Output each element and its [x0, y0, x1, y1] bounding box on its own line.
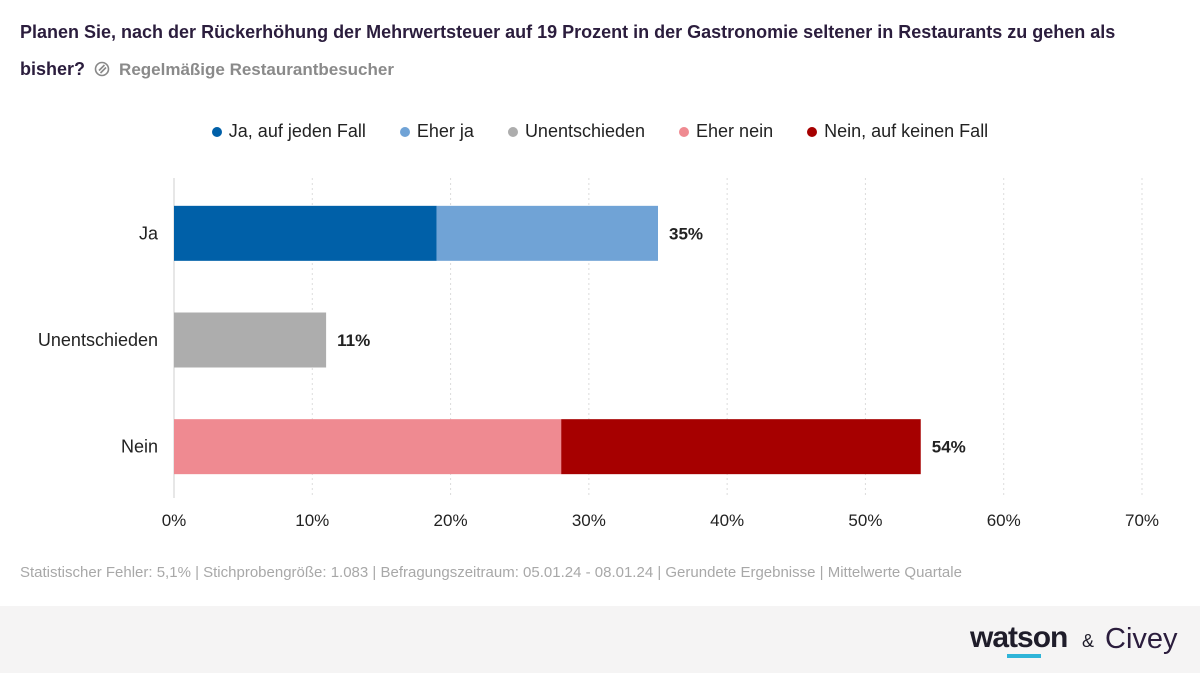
x-tick-label: 40% — [710, 511, 744, 530]
category-label: Unentschieden — [38, 330, 158, 350]
category-label: Ja — [139, 223, 159, 243]
x-tick-label: 50% — [848, 511, 882, 530]
bar-segment — [174, 205, 437, 261]
legend-swatch — [211, 126, 222, 137]
legend-label: Nein, auf keinen Fall — [824, 121, 989, 141]
x-tick-label: 10% — [295, 511, 329, 530]
chart-legend: Ja, auf jeden Fall Eher ja Unentschieden Eh… — [0, 121, 1200, 142]
legend-item: Nein, auf keinen Fall — [807, 121, 988, 142]
legend-item: Eher ja — [399, 121, 474, 142]
x-tick-label: 0% — [162, 511, 187, 530]
title-text: Planen Sie, nach der Rückerhöhung der Me… — [20, 22, 1116, 79]
watson-logo: watson — [970, 621, 1068, 654]
bar-chart: 0% 10% 20% 30% 40% 50% 60% 70% Ja 35% Unentschiede… — [38, 178, 1159, 530]
bar-segment — [561, 419, 921, 475]
footer: watson & Civey — [0, 606, 1200, 673]
filter-circle-icon — [94, 61, 110, 77]
legend-item: Eher nein — [679, 121, 773, 142]
bar-segment — [436, 205, 658, 261]
x-tick-label: 30% — [572, 511, 606, 530]
bar-segment — [174, 312, 327, 368]
legend-item: Ja, auf jeden Fall — [211, 121, 366, 142]
total-label: 35% — [669, 224, 703, 243]
brand-ampersand: & — [1082, 631, 1095, 651]
legend-swatch — [679, 126, 690, 137]
legend-swatch — [507, 126, 518, 137]
legend-label: Eher nein — [696, 121, 774, 141]
footnote: Statistischer Fehler: 5,1% | Stichproben… — [20, 564, 962, 581]
category-label: Nein — [121, 437, 158, 457]
legend-label: Unentschieden — [524, 121, 646, 141]
x-tick-label: 70% — [1125, 511, 1159, 530]
civey-logo: Civey — [1105, 623, 1178, 655]
legend-swatch — [807, 126, 818, 137]
legend-label: Ja, auf jeden Fall — [228, 121, 366, 141]
x-tick-label: 60% — [987, 511, 1021, 530]
total-label: 54% — [932, 438, 966, 457]
total-label: 11% — [337, 331, 370, 350]
x-tick-label: 20% — [434, 511, 468, 530]
legend-label: Eher ja — [416, 121, 474, 141]
watson-logo-underline — [1007, 654, 1041, 658]
legend-item: Unentschieden — [507, 121, 646, 142]
bar-segment — [174, 419, 562, 475]
legend-swatch — [399, 126, 410, 137]
chart-title: Planen Sie, nach der Rückerhöhung der Me… — [20, 14, 1180, 88]
chart-subtitle: Regelmäßige Restaurantbesucher — [119, 60, 394, 79]
